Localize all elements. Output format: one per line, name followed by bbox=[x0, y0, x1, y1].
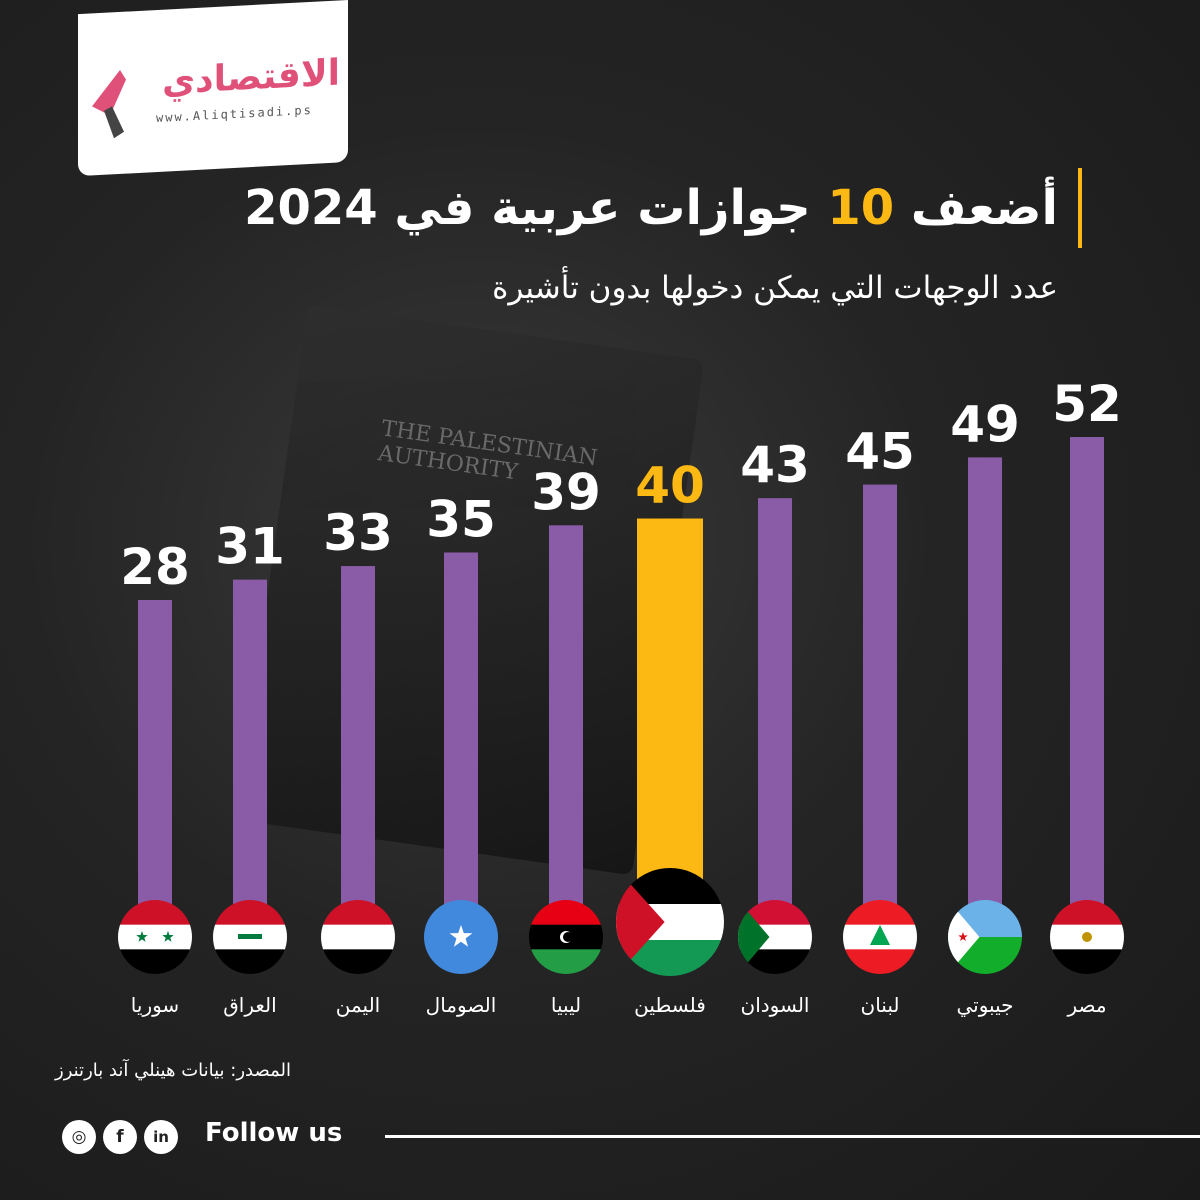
category-label: سوريا bbox=[131, 993, 179, 1017]
value-label: 28 bbox=[120, 538, 190, 596]
category-label: جيبوتي bbox=[956, 993, 1013, 1018]
value-label: 39 bbox=[531, 463, 601, 521]
category-label: لبنان bbox=[861, 993, 900, 1017]
bar-somalia bbox=[444, 552, 478, 930]
category-label: الصومال bbox=[426, 993, 497, 1017]
value-label: 35 bbox=[426, 490, 496, 548]
value-label: 40 bbox=[635, 457, 705, 515]
yemen-flag-icon bbox=[321, 900, 395, 974]
category-label: فلسطين bbox=[634, 993, 706, 1017]
bar-syria bbox=[138, 600, 172, 930]
libya-flag-icon bbox=[529, 900, 603, 974]
subtitle: عدد الوجهات التي يمكن دخولها بدون تأشيرة bbox=[492, 270, 1058, 306]
follow-us-label: Follow us bbox=[205, 1118, 343, 1148]
bar-palestine bbox=[637, 518, 703, 930]
category-label: العراق bbox=[223, 993, 276, 1017]
iraq-flag-icon bbox=[213, 900, 287, 974]
bar-libya bbox=[549, 525, 583, 930]
value-label: 31 bbox=[215, 518, 285, 576]
syria-flag-icon bbox=[118, 900, 192, 974]
category-label: مصر bbox=[1066, 993, 1106, 1017]
linkedin-icon[interactable]: in bbox=[144, 1120, 178, 1154]
category-label: ليبيا bbox=[551, 993, 581, 1017]
bar-egypt bbox=[1070, 437, 1104, 930]
bar-sudan bbox=[758, 498, 792, 930]
value-label: 33 bbox=[323, 504, 393, 562]
lebanon-flag-icon bbox=[843, 900, 917, 974]
value-label: 52 bbox=[1052, 375, 1122, 433]
bar-djibouti bbox=[968, 457, 1002, 930]
logo-mark-icon bbox=[92, 69, 126, 139]
bar-lebanon bbox=[863, 484, 897, 930]
djibouti-flag-icon bbox=[948, 900, 1022, 974]
value-label: 49 bbox=[950, 395, 1020, 453]
facebook-icon[interactable]: f bbox=[103, 1120, 137, 1154]
somalia-flag-icon bbox=[424, 900, 498, 974]
sudan-flag-icon bbox=[738, 900, 812, 974]
instagram-icon[interactable]: ◎ bbox=[62, 1120, 96, 1154]
value-label: 45 bbox=[845, 423, 915, 481]
logo[interactable]: الاقتصادي www.Aliqtisadi.ps bbox=[78, 0, 348, 177]
palestine-flag-icon bbox=[616, 868, 724, 976]
value-label: 43 bbox=[740, 436, 810, 494]
bar-iraq bbox=[233, 579, 267, 930]
category-label: اليمن bbox=[336, 993, 380, 1017]
source-note: المصدر: بيانات هينلي آند بارتنرز bbox=[55, 1060, 291, 1081]
category-label: السودان bbox=[741, 993, 810, 1017]
divider bbox=[385, 1135, 1200, 1138]
page-title: أضعف 10 جوازات عربية في 2024 bbox=[244, 168, 1082, 248]
bar-yemen bbox=[341, 566, 375, 930]
title-number: 10 bbox=[827, 180, 895, 236]
egypt-flag-icon bbox=[1050, 900, 1124, 974]
